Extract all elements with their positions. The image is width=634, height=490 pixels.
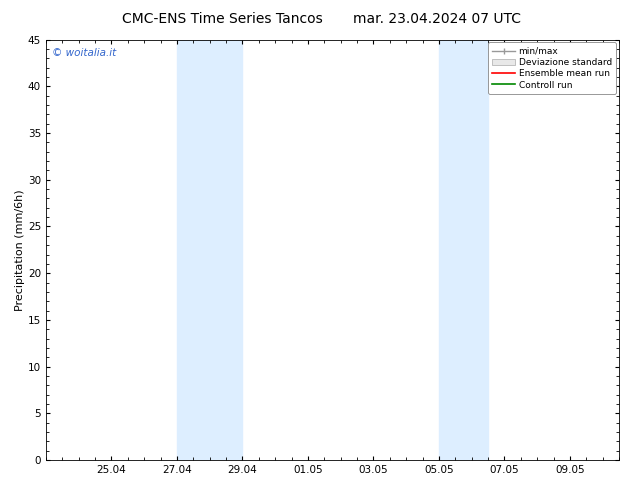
Bar <box>177 40 242 460</box>
Y-axis label: Precipitation (mm/6h): Precipitation (mm/6h) <box>15 189 25 311</box>
Text: mar. 23.04.2024 07 UTC: mar. 23.04.2024 07 UTC <box>354 12 521 26</box>
Text: CMC-ENS Time Series Tancos: CMC-ENS Time Series Tancos <box>122 12 322 26</box>
Bar <box>439 40 472 460</box>
Bar <box>472 40 488 460</box>
Legend: min/max, Deviazione standard, Ensemble mean run, Controll run: min/max, Deviazione standard, Ensemble m… <box>488 42 616 94</box>
Text: © woitalia.it: © woitalia.it <box>51 48 116 58</box>
